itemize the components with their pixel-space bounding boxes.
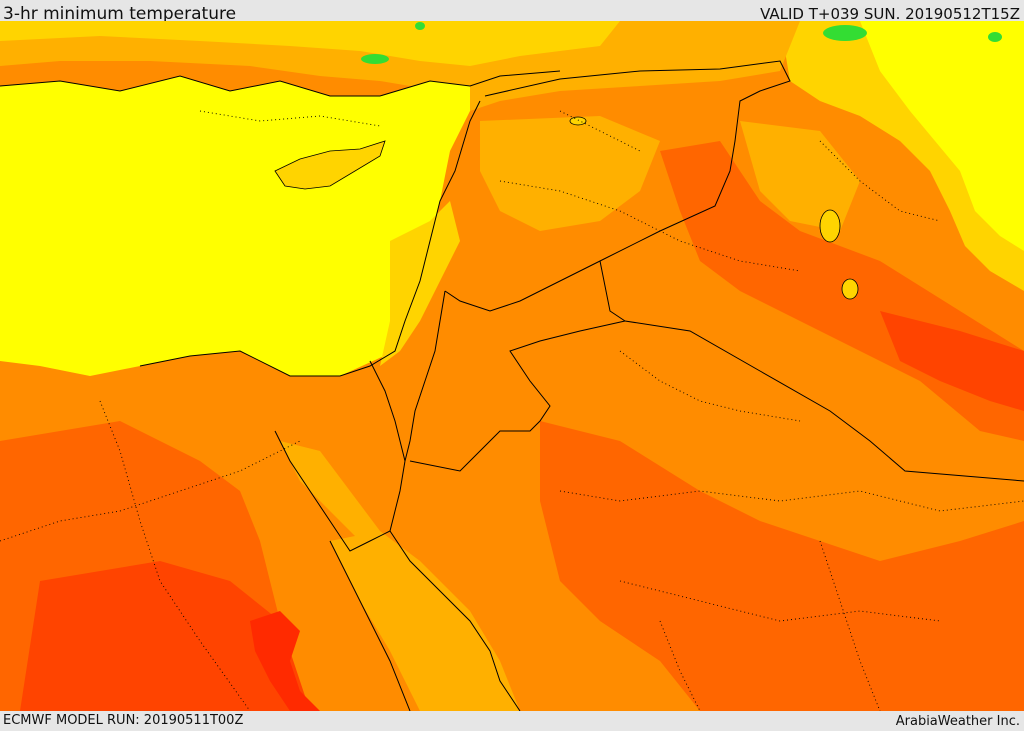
green-spot bbox=[988, 32, 1002, 42]
sinai-amber bbox=[280, 441, 380, 551]
nile-valley-red bbox=[250, 611, 320, 711]
north-band-light bbox=[0, 21, 620, 66]
minor-borders bbox=[0, 110, 1024, 711]
saudi-dark bbox=[540, 421, 1024, 711]
credit-label: ArabiaWeather Inc. bbox=[895, 714, 1020, 729]
med-coast-gold bbox=[380, 201, 460, 366]
egypt-red bbox=[20, 561, 310, 711]
map-footer: ECMWF MODEL RUN: 20190511T00Z ArabiaWeat… bbox=[0, 711, 1024, 729]
syria-patch bbox=[480, 116, 660, 231]
map-header: 3-hr minimum temperature VALID T+039 SUN… bbox=[0, 0, 1024, 24]
coastlines bbox=[0, 70, 561, 711]
temperature-map bbox=[0, 21, 1024, 711]
map-title: 3-hr minimum temperature bbox=[3, 4, 237, 24]
model-run-label: ECMWF MODEL RUN: 20190511T00Z bbox=[3, 713, 244, 728]
valid-time-label: VALID T+039 SUN. 20190512T15Z bbox=[760, 5, 1020, 23]
green-spot bbox=[361, 54, 389, 64]
lake bbox=[841, 278, 859, 300]
northeast-peaks bbox=[860, 21, 1024, 251]
red-sea-corridor bbox=[330, 531, 520, 711]
lake bbox=[819, 209, 841, 243]
iraq-red bbox=[880, 311, 1024, 411]
green-spot bbox=[415, 22, 425, 30]
country-borders bbox=[369, 60, 1024, 482]
lake bbox=[569, 116, 587, 126]
cyprus-island bbox=[274, 140, 386, 190]
green-spot bbox=[823, 25, 867, 41]
iraq-patch bbox=[740, 121, 860, 231]
